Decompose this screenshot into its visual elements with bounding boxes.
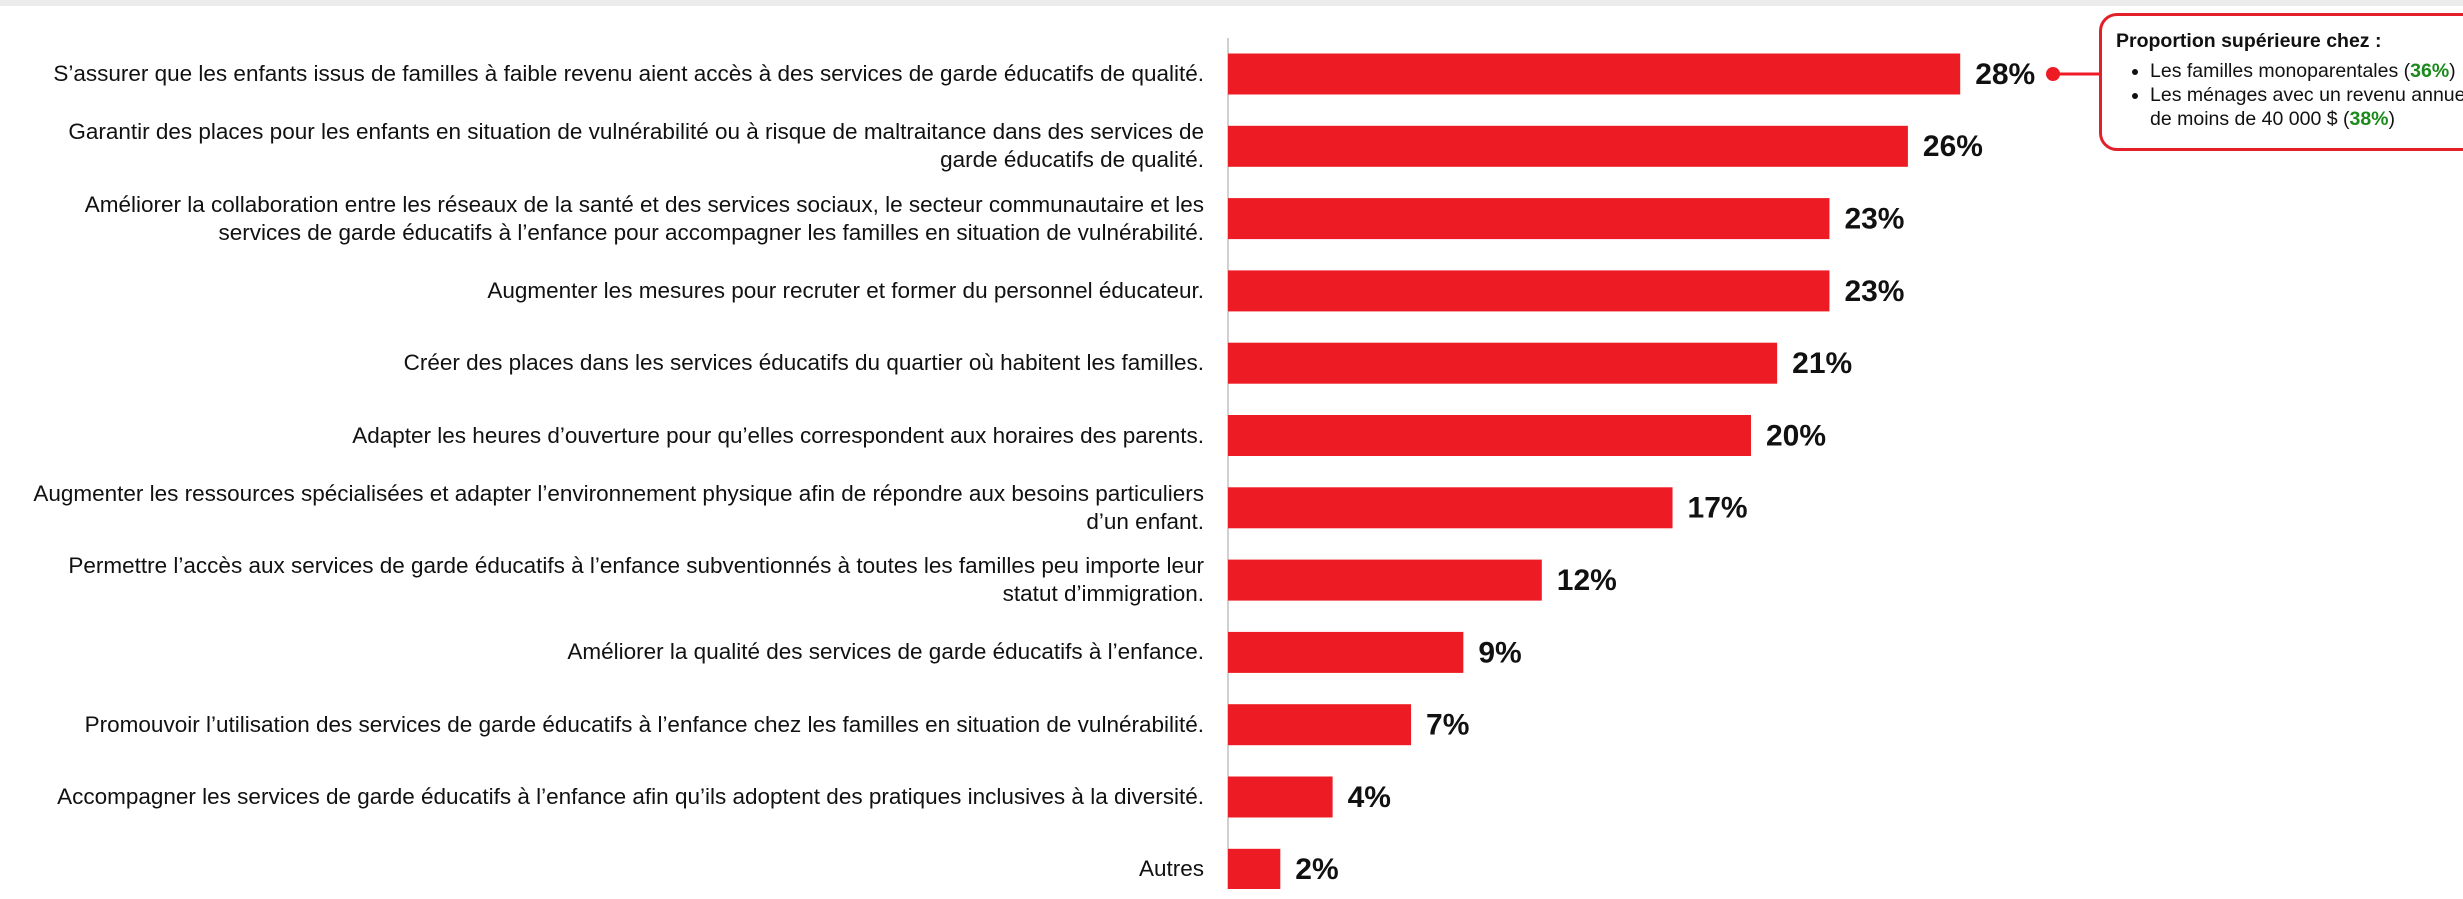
value-label: 9% <box>1478 636 1521 669</box>
category-label: Garantir des places pour les enfants en … <box>68 119 1204 173</box>
annotation-item: Les familles monoparentales (36%) <box>2150 59 2463 83</box>
bar <box>1228 53 1961 95</box>
connector-dot <box>2046 67 2060 81</box>
annotation-text: Les familles monoparentales ( <box>2150 60 2411 82</box>
category-label: Adapter les heures d’ouverture pour qu’e… <box>352 422 1204 448</box>
annotation-highlight: 36% <box>2410 60 2450 82</box>
bar <box>1228 487 1673 529</box>
bar <box>1228 270 1830 312</box>
value-label: 26% <box>1923 130 1983 163</box>
top-bar <box>0 0 2463 6</box>
category-label: Augmenter les ressources spécialisées et… <box>33 480 1204 534</box>
category-label: Permettre l’accès aux services de garde … <box>68 553 1204 607</box>
annotation-item: Les ménages avec un revenu annuel de moi… <box>2150 83 2463 131</box>
bar <box>1228 704 1412 746</box>
bar <box>1228 776 1333 818</box>
category-label: Autres <box>1138 856 1204 882</box>
value-label: 17% <box>1688 492 1748 525</box>
value-label: 21% <box>1792 347 1852 380</box>
annotation-title: Proportion supérieure chez : <box>2116 30 2382 52</box>
category-label: Améliorer la collaboration entre les rés… <box>84 191 1204 245</box>
category-label: Améliorer la qualité des services de gar… <box>567 639 1204 665</box>
bar <box>1228 125 1908 167</box>
category-label: S’assurer que les enfants issus de famil… <box>53 61 1204 86</box>
annotation-clip: Proportion supérieure chez : Les famille… <box>2099 13 2463 159</box>
value-label: 23% <box>1844 275 1904 308</box>
bar <box>1228 848 1281 889</box>
value-label: 28% <box>1975 58 2035 91</box>
category-label: Promouvoir l’utilisation des services de… <box>84 711 1204 737</box>
value-label: 20% <box>1766 419 1826 452</box>
annotation-highlight: 38% <box>2349 108 2389 130</box>
bar <box>1228 631 1464 673</box>
category-label: Augmenter les mesures pour recruter et f… <box>487 277 1204 303</box>
annotation-end: ) <box>2449 60 2456 82</box>
category-label: Créer des places dans les services éduca… <box>403 350 1204 376</box>
annotation-end: ) <box>2388 108 2396 130</box>
annotation-text: Les ménages avec un revenu annuel de moi… <box>2150 84 2463 130</box>
bar <box>1228 559 1542 601</box>
category-label: Accompagner les services de garde éducat… <box>57 784 1204 809</box>
value-label: 4% <box>1348 781 1391 814</box>
value-label: 7% <box>1426 709 1469 742</box>
annotation-box: Proportion supérieure chez : Les famille… <box>2099 13 2463 151</box>
bar <box>1228 342 1778 384</box>
annotation-list: Les familles monoparentales (36%)Les mén… <box>2116 59 2463 131</box>
value-label: 12% <box>1557 564 1617 597</box>
bar <box>1228 198 1830 240</box>
value-label: 23% <box>1844 203 1904 236</box>
value-label: 2% <box>1295 853 1338 886</box>
bar <box>1228 415 1751 456</box>
